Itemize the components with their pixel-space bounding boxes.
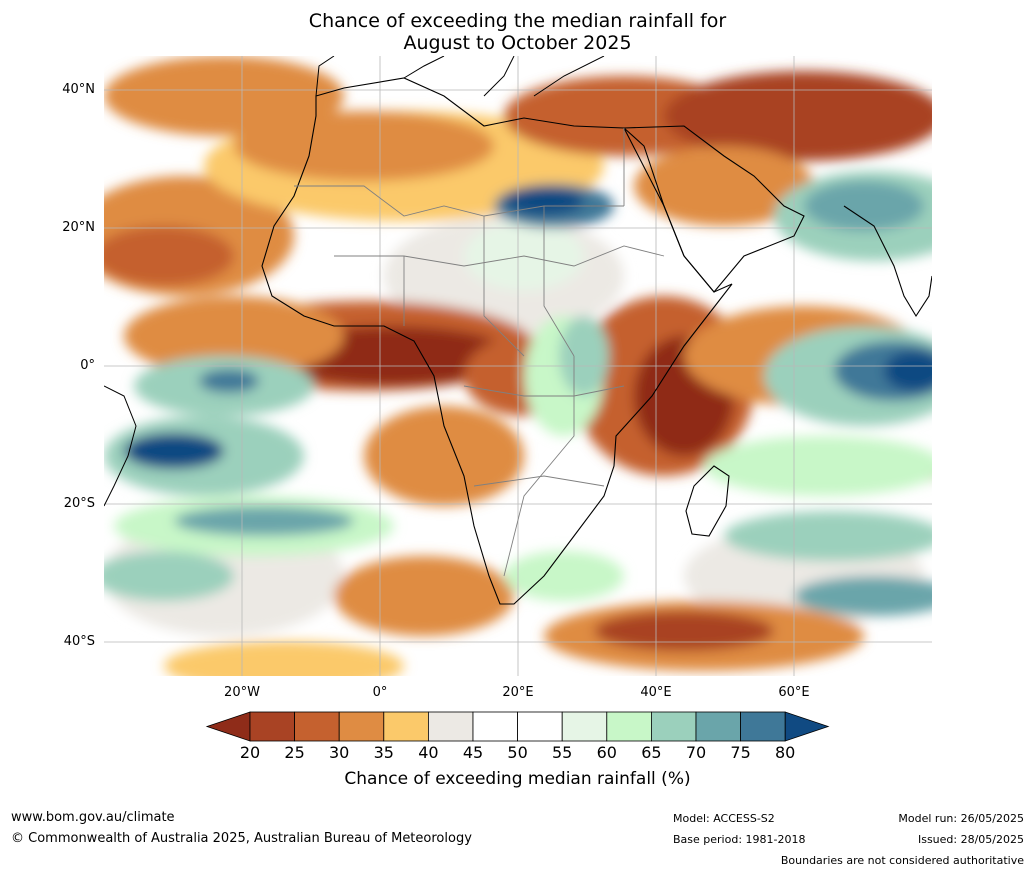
colorbar-cell (517, 711, 563, 742)
colorbar-tick-label: 50 (507, 743, 528, 762)
colorbar-cell (561, 711, 608, 742)
model-run-date: Model run: 26/05/2025 (898, 812, 1024, 825)
colorbar-tick-label: 80 (775, 743, 796, 762)
colorbar-cell (472, 711, 518, 742)
colorbar-title: Chance of exceeding median rainfall (%) (344, 769, 691, 789)
colorbar-cell (383, 711, 429, 742)
lon-label-0: 0° (372, 685, 388, 700)
colorbar-tick-label: 40 (418, 743, 439, 762)
colorbar-cell (740, 711, 786, 742)
issued-date: Issued: 28/05/2025 (917, 833, 1024, 846)
lat-label-20n: 20°N (62, 220, 95, 235)
colorbar-tick-label: 70 (685, 743, 707, 762)
base-period: Base period: 1981-2018 (673, 833, 806, 846)
map-title-line1: Chance of exceeding the median rainfall … (308, 10, 727, 32)
colorbar-cell (427, 711, 474, 742)
colorbar-extend-low (205, 711, 251, 742)
rainfall-map (104, 56, 932, 676)
country-borders (294, 128, 665, 577)
map-title-line2: August to October 2025 (403, 32, 632, 54)
colorbar-tick-label: 30 (329, 743, 350, 762)
boundaries-disclaimer: Boundaries are not considered authoritat… (780, 854, 1024, 867)
copyright-text: © Commonwealth of Australia 2025, Austra… (11, 831, 472, 846)
lat-label-40s: 40°S (63, 634, 95, 649)
colorbar-tick-label: 55 (552, 743, 573, 762)
colorbar-tick-label: 25 (284, 743, 305, 762)
colorbar-tick-label: 45 (462, 743, 484, 762)
colorbar-tick-label: 60 (596, 743, 617, 762)
lon-label-60e: 60°E (778, 685, 810, 700)
colorbar-tick-label: 35 (373, 743, 394, 762)
colorbar-cell (249, 711, 295, 742)
colorbar-cell (695, 711, 741, 742)
arabia-coastline (623, 125, 805, 293)
colorbar-cell (294, 711, 340, 742)
lon-label-20e: 20°E (502, 685, 534, 700)
europe-coastline (315, 56, 605, 97)
lat-label-20s: 20°S (63, 496, 95, 511)
model-name: Model: ACCESS-S2 (673, 812, 775, 825)
india-coastline (843, 205, 932, 318)
colorbar-cell (606, 711, 652, 742)
colorbar-tick-label: 20 (239, 743, 261, 762)
madagascar-coastline (685, 465, 730, 537)
graticule (104, 56, 932, 676)
lon-label-40e: 40°E (640, 685, 672, 700)
south-america-coastline (104, 385, 137, 507)
colorbar-tick-label: 65 (641, 743, 662, 762)
africa-coastline (261, 77, 733, 605)
colorbar-cell (338, 711, 385, 742)
lat-label-40n: 40°N (62, 82, 95, 97)
colorbar-extend-high (784, 711, 830, 742)
colorbar (205, 711, 830, 742)
map-title: Chance of exceeding the median rainfall … (0, 10, 1035, 54)
website-link[interactable]: www.bom.gov.au/climate (11, 810, 175, 825)
lat-label-0: 0° (80, 358, 95, 373)
colorbar-tick-label: 75 (730, 743, 751, 762)
colorbar-cell (651, 711, 697, 742)
lon-label-20w: 20°W (224, 685, 260, 700)
